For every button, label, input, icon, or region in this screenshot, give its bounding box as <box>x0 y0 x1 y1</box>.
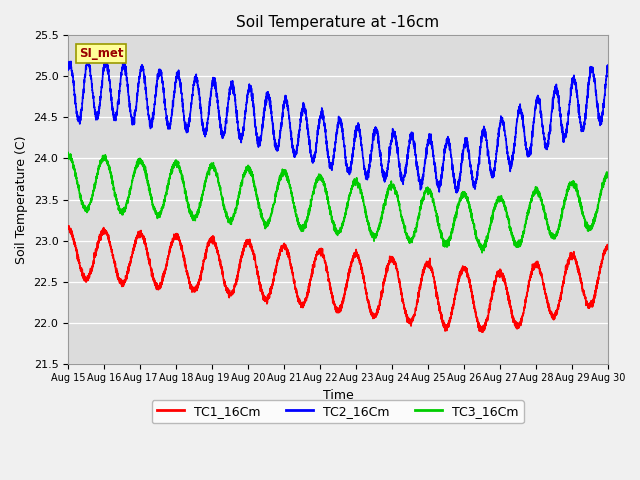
X-axis label: Time: Time <box>323 389 353 402</box>
Text: SI_met: SI_met <box>79 47 124 60</box>
Y-axis label: Soil Temperature (C): Soil Temperature (C) <box>15 135 28 264</box>
Legend: TC1_16Cm, TC2_16Cm, TC3_16Cm: TC1_16Cm, TC2_16Cm, TC3_16Cm <box>152 400 524 423</box>
Title: Soil Temperature at -16cm: Soil Temperature at -16cm <box>236 15 440 30</box>
